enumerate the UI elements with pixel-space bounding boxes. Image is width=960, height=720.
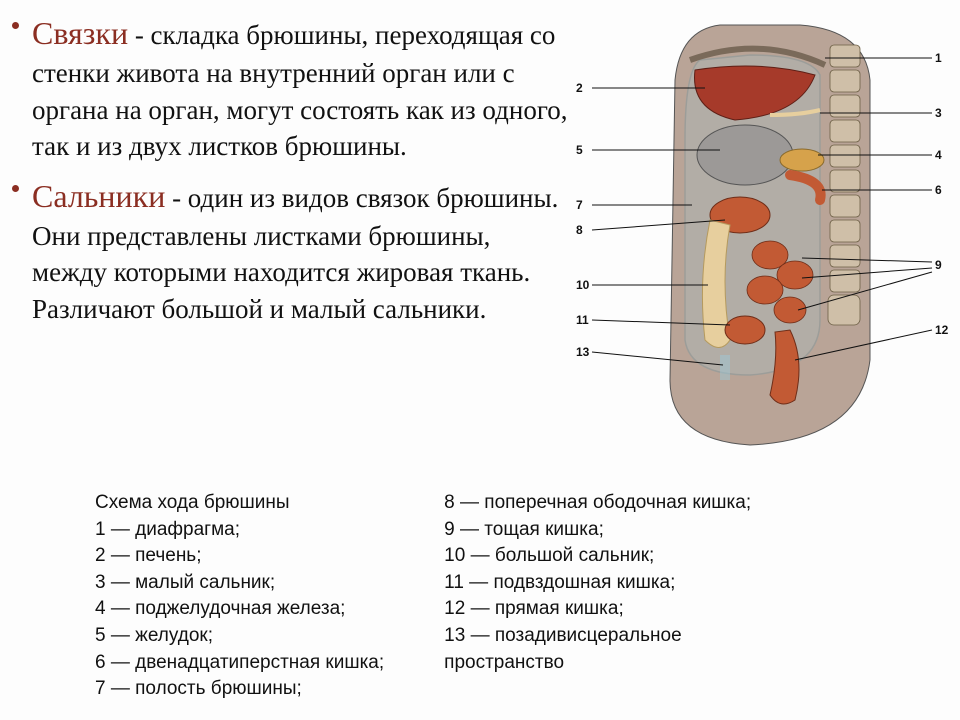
legend-item: 3 — малый сальник; [95, 570, 384, 597]
text-content: Связки - складка брюшины, переходящая со… [8, 12, 568, 337]
legend-item: 12 — прямая кишка; [444, 596, 751, 623]
legend-item: 4 — поджелудочная железа; [95, 596, 384, 623]
legend-item: 1 — диафрагма; [95, 517, 384, 544]
legend-item: 8 — поперечная ободочная кишка; [444, 490, 751, 517]
legend-col-2: 8 — поперечная ободочная кишка; 9 — тоща… [444, 490, 751, 703]
legend-item: 7 — полость брюшины; [95, 676, 384, 703]
bullet-point-2: Сальники - один из видов связок брюшины.… [8, 175, 568, 328]
legend-item: 13 — позадивисцеральное [444, 623, 751, 650]
legend-col-1: Схема хода брюшины 1 — диафрагма; 2 — пе… [95, 490, 384, 703]
term-1: Связки [32, 15, 128, 51]
legend-item: 9 — тощая кишка; [444, 517, 751, 544]
diagram-label: 9 [935, 258, 942, 272]
diagram-label: 6 [935, 183, 942, 197]
legend-item: 10 — большой сальник; [444, 543, 751, 570]
legend-item: пространство [444, 650, 751, 677]
legend-item: 5 — желудок; [95, 623, 384, 650]
bullet-icon [12, 22, 19, 29]
term-2: Сальники [32, 178, 165, 214]
diagram-label: 10 [576, 278, 589, 292]
bullet-icon [12, 185, 19, 192]
anatomy-diagram: 13469122578101113 [570, 20, 950, 450]
diagram-label: 3 [935, 106, 942, 120]
diagram-label: 2 [576, 81, 583, 95]
legend-item: 2 — печень; [95, 543, 384, 570]
diagram-label: 11 [576, 313, 589, 327]
diagram-label: 12 [935, 323, 948, 337]
sagittal-section-svg [570, 20, 950, 450]
legend: Схема хода брюшины 1 — диафрагма; 2 — пе… [95, 490, 751, 703]
diagram-label: 13 [576, 345, 589, 359]
diagram-label: 5 [576, 143, 583, 157]
diagram-label: 8 [576, 223, 583, 237]
legend-item: 6 — двенадцатиперстная кишка; [95, 650, 384, 677]
diagram-label: 7 [576, 198, 583, 212]
legend-title: Схема хода брюшины [95, 490, 384, 517]
diagram-label: 1 [935, 51, 942, 65]
bullet-point-1: Связки - складка брюшины, переходящая со… [8, 12, 568, 165]
legend-item: 11 — подвздошная кишка; [444, 570, 751, 597]
diagram-label: 4 [935, 148, 942, 162]
